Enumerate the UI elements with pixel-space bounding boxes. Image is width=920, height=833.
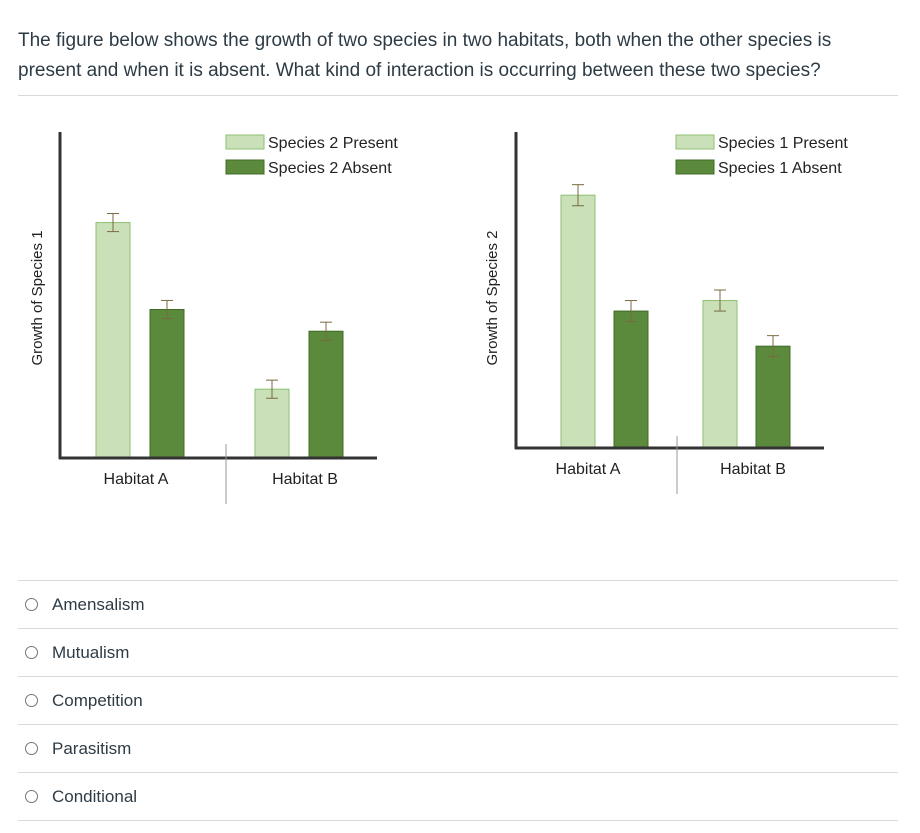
- bar: [702, 300, 738, 449]
- legend-label: Species 1 Absent: [718, 160, 842, 177]
- bar: [254, 388, 290, 459]
- category-label: Habitat A: [556, 461, 621, 478]
- radio-button-icon[interactable]: [25, 790, 38, 803]
- answer-options: Amensalism Mutualism Competition Parasit…: [18, 580, 898, 821]
- legend-label: Species 1 Present: [718, 135, 848, 152]
- answer-label: Mutualism: [52, 642, 130, 662]
- category-label: Habitat B: [272, 471, 338, 488]
- legend-swatch: [675, 134, 715, 150]
- chart-2: Growth of Species 2 Habitat A Habitat B Spe…: [484, 132, 848, 494]
- answer-option-mutualism[interactable]: Mutualism: [18, 628, 898, 676]
- category-label: Habitat A: [104, 471, 169, 488]
- legend-swatch: [225, 134, 265, 150]
- chart-1: Growth of Species 1 Habitat A Habitat B Spe…: [29, 132, 398, 504]
- answer-option-parasitism[interactable]: Parasitism: [18, 724, 898, 772]
- y-axis-label: Growth of Species 2: [484, 230, 501, 365]
- radio-button-icon[interactable]: [25, 598, 38, 611]
- bar: [95, 222, 131, 459]
- radio-button-icon[interactable]: [25, 742, 38, 755]
- answer-label: Parasitism: [52, 738, 132, 758]
- legend-label: Species 2 Absent: [268, 160, 392, 177]
- answer-option-amensalism[interactable]: Amensalism: [18, 580, 898, 628]
- answer-label: Amensalism: [52, 594, 145, 614]
- species-growth-figure: Growth of Species 1 Habitat A Habitat B Spe…: [29, 132, 848, 504]
- bar: [308, 330, 344, 459]
- bar: [560, 194, 596, 449]
- legend-label: Species 2 Present: [268, 135, 398, 152]
- answer-label: Conditional: [52, 786, 138, 806]
- bar: [755, 345, 791, 449]
- question-text: The figure below shows the growth of two…: [18, 30, 832, 81]
- question-divider: [18, 95, 898, 96]
- legend-swatch: [225, 159, 265, 175]
- y-axis-label: Growth of Species 1: [29, 230, 46, 365]
- answer-label: Competition: [52, 690, 143, 710]
- category-label: Habitat B: [720, 461, 786, 478]
- bar: [149, 308, 185, 459]
- bar: [613, 310, 649, 449]
- answer-option-conditional[interactable]: Conditional: [18, 772, 898, 821]
- radio-button-icon[interactable]: [25, 646, 38, 659]
- radio-button-icon[interactable]: [25, 694, 38, 707]
- answer-option-competition[interactable]: Competition: [18, 676, 898, 724]
- legend-swatch: [675, 159, 715, 175]
